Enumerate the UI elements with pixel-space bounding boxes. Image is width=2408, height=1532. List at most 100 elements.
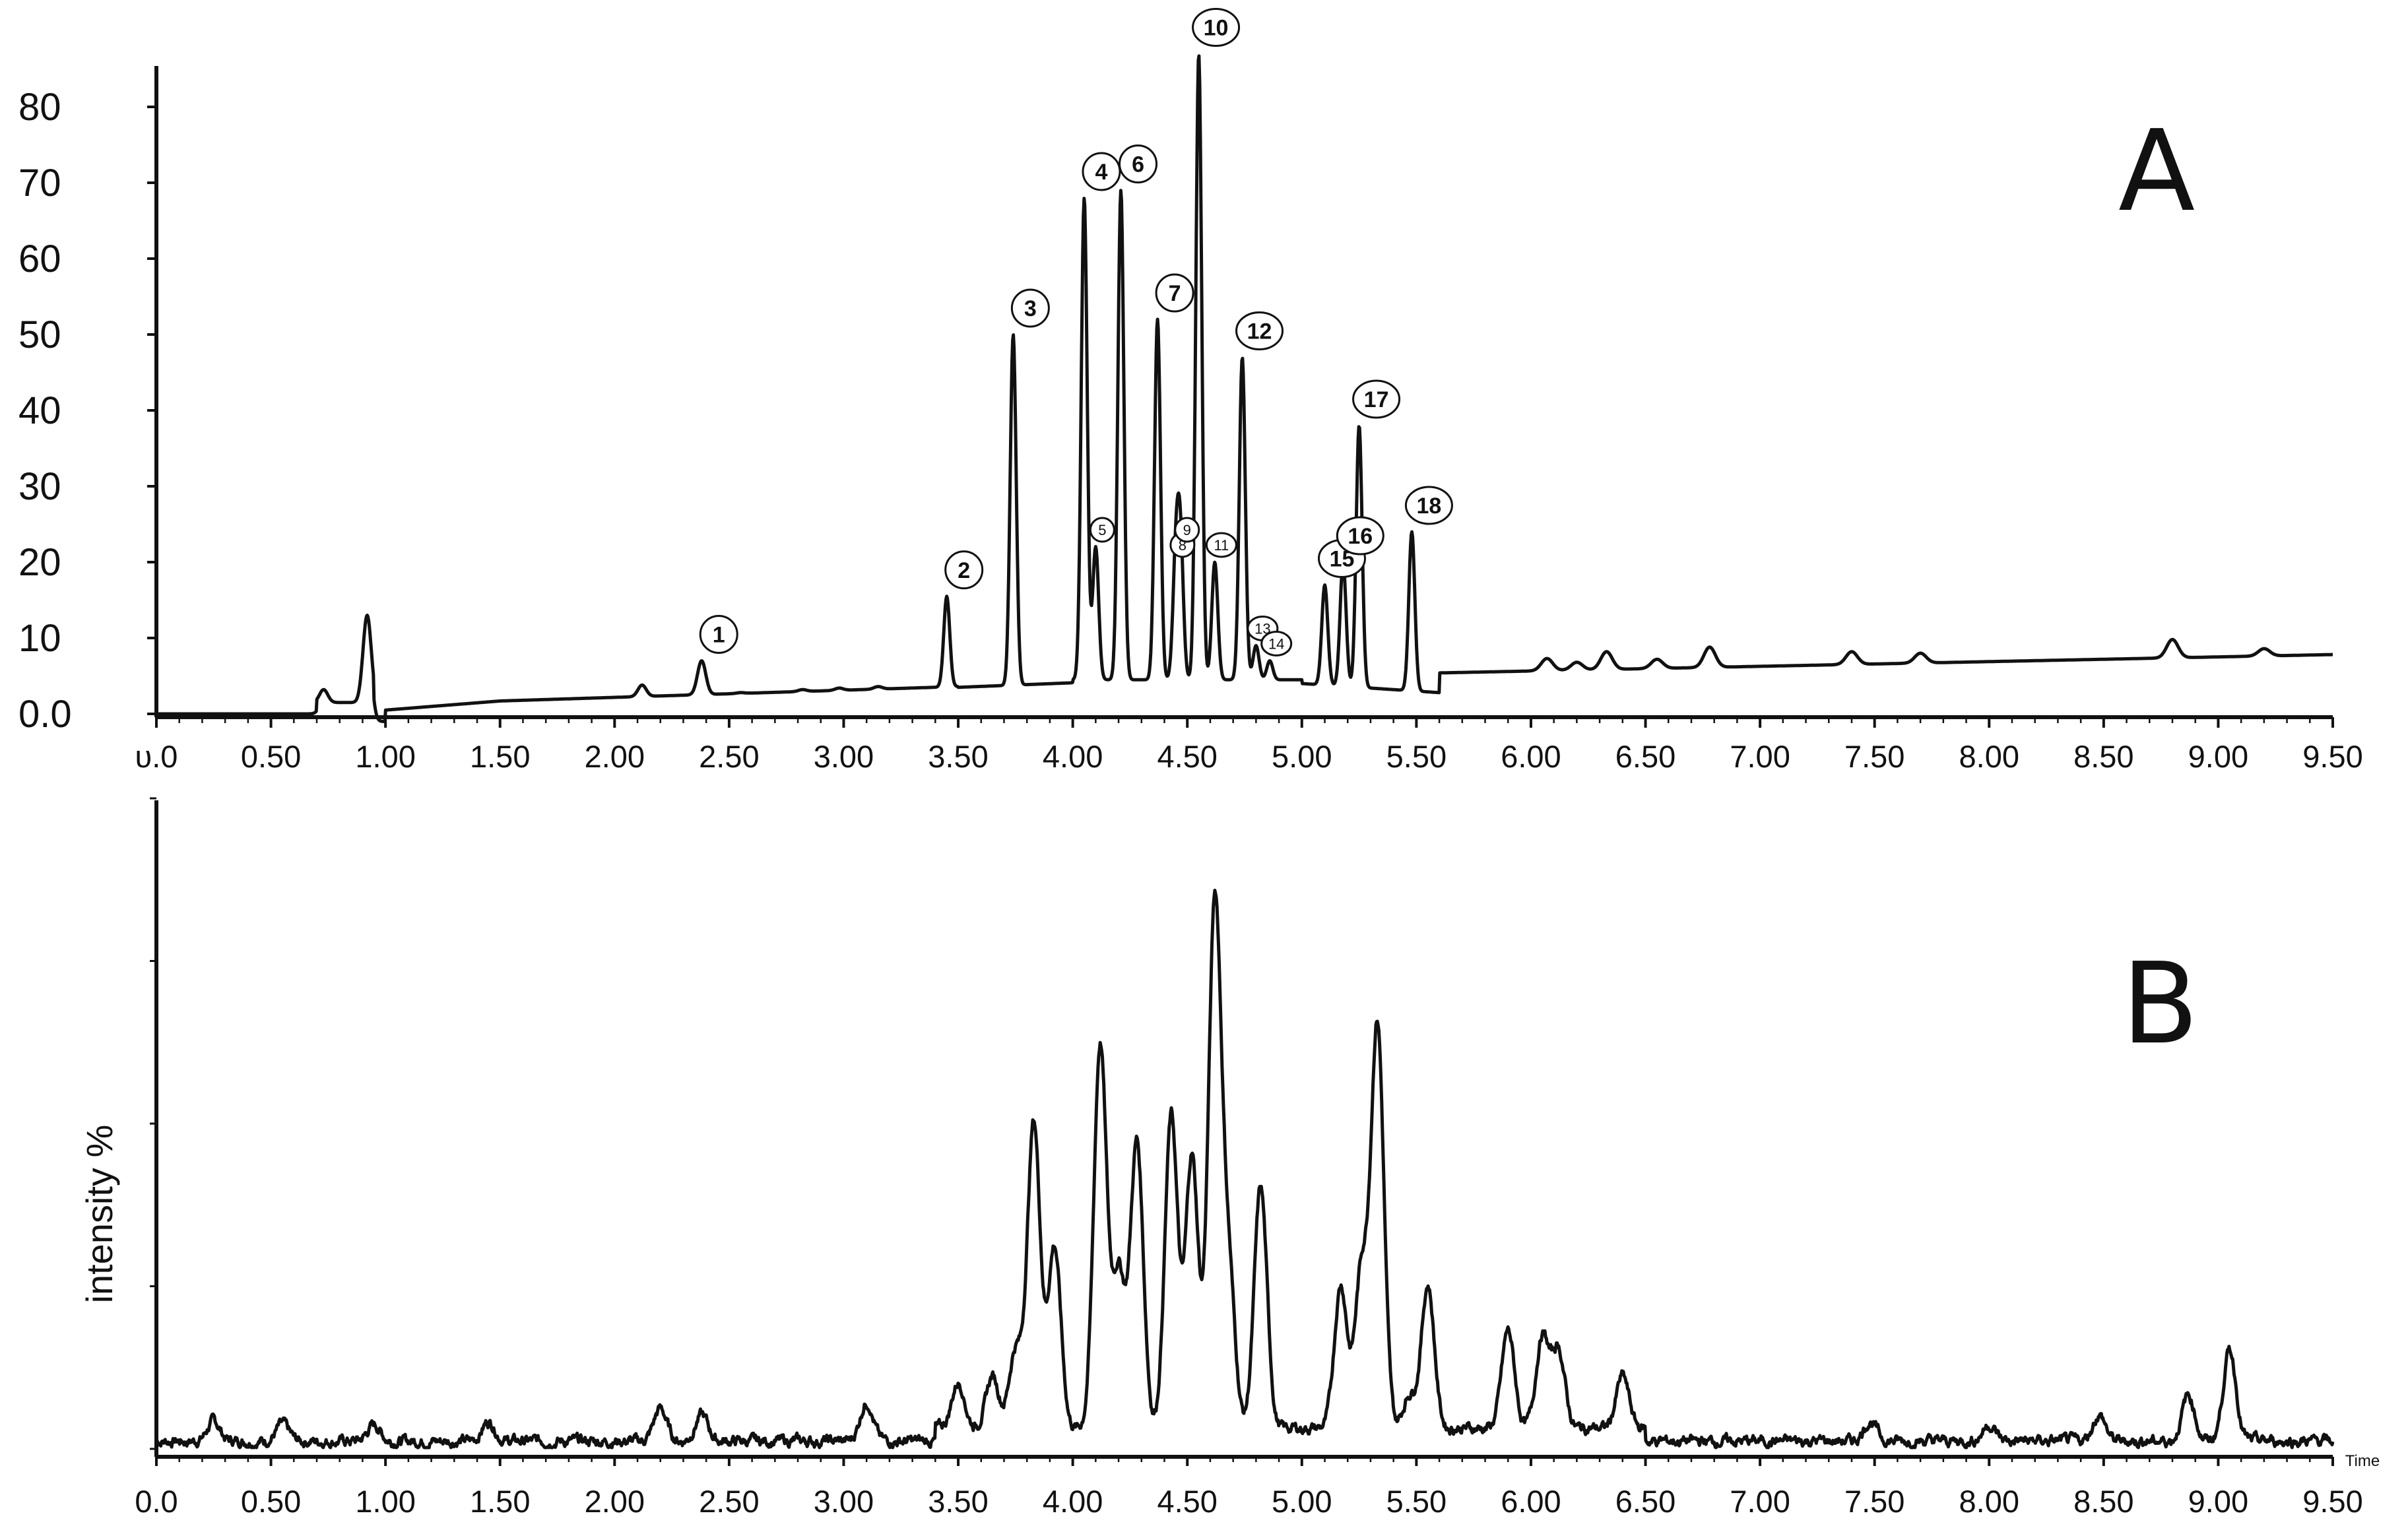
peak-label-circle (1119, 144, 1158, 183)
panel-b-x-tick-label: 7.50 (1844, 1484, 1904, 1519)
panel-b-x-tick-label: 7.00 (1730, 1484, 1790, 1519)
peak-label-10: 10 (1192, 8, 1241, 47)
peak-label-circle (1260, 631, 1293, 656)
peak-label-number: 10 (1204, 16, 1229, 41)
panel-a-x-tick-label: 9.00 (2188, 739, 2248, 774)
peak-label-circle (944, 550, 984, 590)
panel-b-x-tick-label: 2.50 (699, 1484, 759, 1519)
panel-a-x-tick-label: 3.00 (814, 739, 874, 774)
peak-label-circle (1192, 8, 1241, 47)
panel-a-x-tick-label: 7.50 (1844, 739, 1904, 774)
peak-label-circle (1235, 311, 1284, 350)
peak-label-5: 5 (1089, 517, 1115, 543)
panel-b-x-tick-label: 4.50 (1157, 1484, 1217, 1519)
peak-label-number: 6 (1132, 152, 1144, 177)
peak-label-circle (1155, 273, 1194, 313)
panel-a-x-tick-label: 0.50 (241, 739, 301, 774)
panel-a-y-tick-label: 50 (18, 313, 61, 356)
panel-a-trace (155, 54, 2334, 723)
peak-label-11: 11 (1205, 532, 1237, 558)
panel-b-x-tick-label: 9.50 (2302, 1484, 2362, 1519)
panel-b-trace (155, 889, 2335, 1450)
panel-a-x-tick-label: 6.00 (1501, 739, 1561, 774)
panel-a-y-tick-label: 10 (18, 617, 61, 660)
peak-label-circle (1205, 532, 1237, 558)
peak-label-number: 4 (1095, 160, 1108, 185)
peak-label-14: 14 (1260, 631, 1293, 656)
panel-b-x-tick-label: 6.00 (1501, 1484, 1561, 1519)
peak-label-17: 17 (1352, 379, 1401, 419)
peak-label-number: 3 (1024, 296, 1037, 321)
panel-b-x-tick-label: 6.50 (1615, 1484, 1676, 1519)
peak-label-number: 7 (1169, 281, 1181, 306)
panel-a-x-tick-label: 6.50 (1615, 739, 1676, 774)
panel-a-chart: 0.0 10 20 30 40 50 60 70 80 υ.0 0.50 1.00 1.50 2.00 2.… (18, 8, 2363, 774)
panel-b-x-tick-label: 5.50 (1386, 1484, 1447, 1519)
panel-a-x-tick-label: 8.00 (1959, 739, 2019, 774)
panel-a-y-tick-label: 0.0 (18, 693, 72, 736)
peak-label-7: 7 (1155, 273, 1194, 313)
panel-a-x-tick-label: υ.0 (135, 739, 178, 774)
panel-b-x-tick-label: 3.50 (928, 1484, 988, 1519)
panel-b-x-tick-label: 8.00 (1959, 1484, 2019, 1519)
panel-b-y-axis-label: intensity % (79, 1125, 120, 1304)
peak-label-3: 3 (1010, 288, 1050, 328)
peak-label-4: 4 (1082, 152, 1121, 191)
panel-b-x-tick-label: 4.00 (1043, 1484, 1103, 1519)
peak-label-number: 18 (1417, 494, 1442, 519)
panel-a-y-tick-label: 60 (18, 238, 61, 280)
peak-label-number: 2 (958, 558, 970, 583)
panel-b-x-tick-label: 5.00 (1272, 1484, 1332, 1519)
panel-b-x-tick-label: 1.50 (470, 1484, 530, 1519)
panel-b-x-tick-label: 1.00 (355, 1484, 415, 1519)
peak-label-circle (1336, 516, 1384, 556)
panel-a-x-tick-label: 2.00 (585, 739, 645, 774)
peak-label-number: 11 (1214, 537, 1229, 554)
panel-a-y-tick-label: 40 (18, 389, 61, 432)
peak-label-circle (1082, 152, 1121, 191)
peak-label-number: 9 (1183, 522, 1191, 538)
peak-label-2: 2 (944, 550, 984, 590)
peak-label-18: 18 (1404, 486, 1453, 525)
panel-b-chart: 0.0 0.50 1.00 1.50 2.00 2.50 3.00 3.50 4.00 4.50 5… (79, 797, 2380, 1519)
peak-label-circle (1404, 486, 1453, 525)
peak-label-circle (1174, 517, 1200, 543)
peak-label-number: 12 (1247, 319, 1272, 344)
panel-b-x-tick-label: 9.00 (2188, 1484, 2248, 1519)
panel-a-x-tick-label: 5.00 (1272, 739, 1332, 774)
peak-label-number: 5 (1098, 522, 1106, 538)
peak-label-circle (1089, 517, 1115, 543)
panel-a-x-tick-label: 4.00 (1043, 739, 1103, 774)
peak-label-circle (1352, 379, 1401, 419)
panel-a-x-tick-label: 7.00 (1730, 739, 1790, 774)
panel-a-y-tick-label: 80 (18, 86, 61, 129)
panel-a-letter: A (2118, 106, 2195, 237)
panel-a-x-tick-label: 9.50 (2302, 739, 2362, 774)
panel-a-x-tick-label: 1.50 (470, 739, 530, 774)
panel-b-x-tick-label: 0.0 (135, 1484, 178, 1519)
peak-label-1: 1 (699, 615, 738, 654)
panel-b-x-tick-label: 3.00 (814, 1484, 874, 1519)
panel-a-x-tick-label: 8.50 (2073, 739, 2133, 774)
panel-a-x-tick-label: 5.50 (1386, 739, 1447, 774)
panel-a-x-tick-label: 3.50 (928, 739, 988, 774)
peak-label-16: 16 (1336, 516, 1384, 556)
panel-a-x-tick-label: 4.50 (1157, 739, 1217, 774)
peak-label-number: 16 (1348, 524, 1373, 549)
panel-a-y-tick-label: 30 (18, 465, 61, 508)
panel-a-y-tick-label: 20 (18, 541, 61, 584)
panel-b-x-tick-label: 2.00 (585, 1484, 645, 1519)
peak-label-12: 12 (1235, 311, 1284, 350)
peak-label-number: 14 (1268, 636, 1284, 653)
peak-label-9: 9 (1174, 517, 1200, 543)
peak-label-circle (1010, 288, 1050, 328)
panel-b-x-tick-label: 8.50 (2073, 1484, 2133, 1519)
peak-label-number: 1 (713, 623, 725, 648)
peak-label-number: 17 (1364, 387, 1389, 412)
panel-a-x-tick-label: 1.00 (355, 739, 415, 774)
panel-a-y-tick-label: 70 (18, 162, 61, 205)
panel-b-x-tick-label: 0.50 (241, 1484, 301, 1519)
panel-b-letter: B (2122, 939, 2199, 1069)
peak-label-6: 6 (1119, 144, 1158, 183)
